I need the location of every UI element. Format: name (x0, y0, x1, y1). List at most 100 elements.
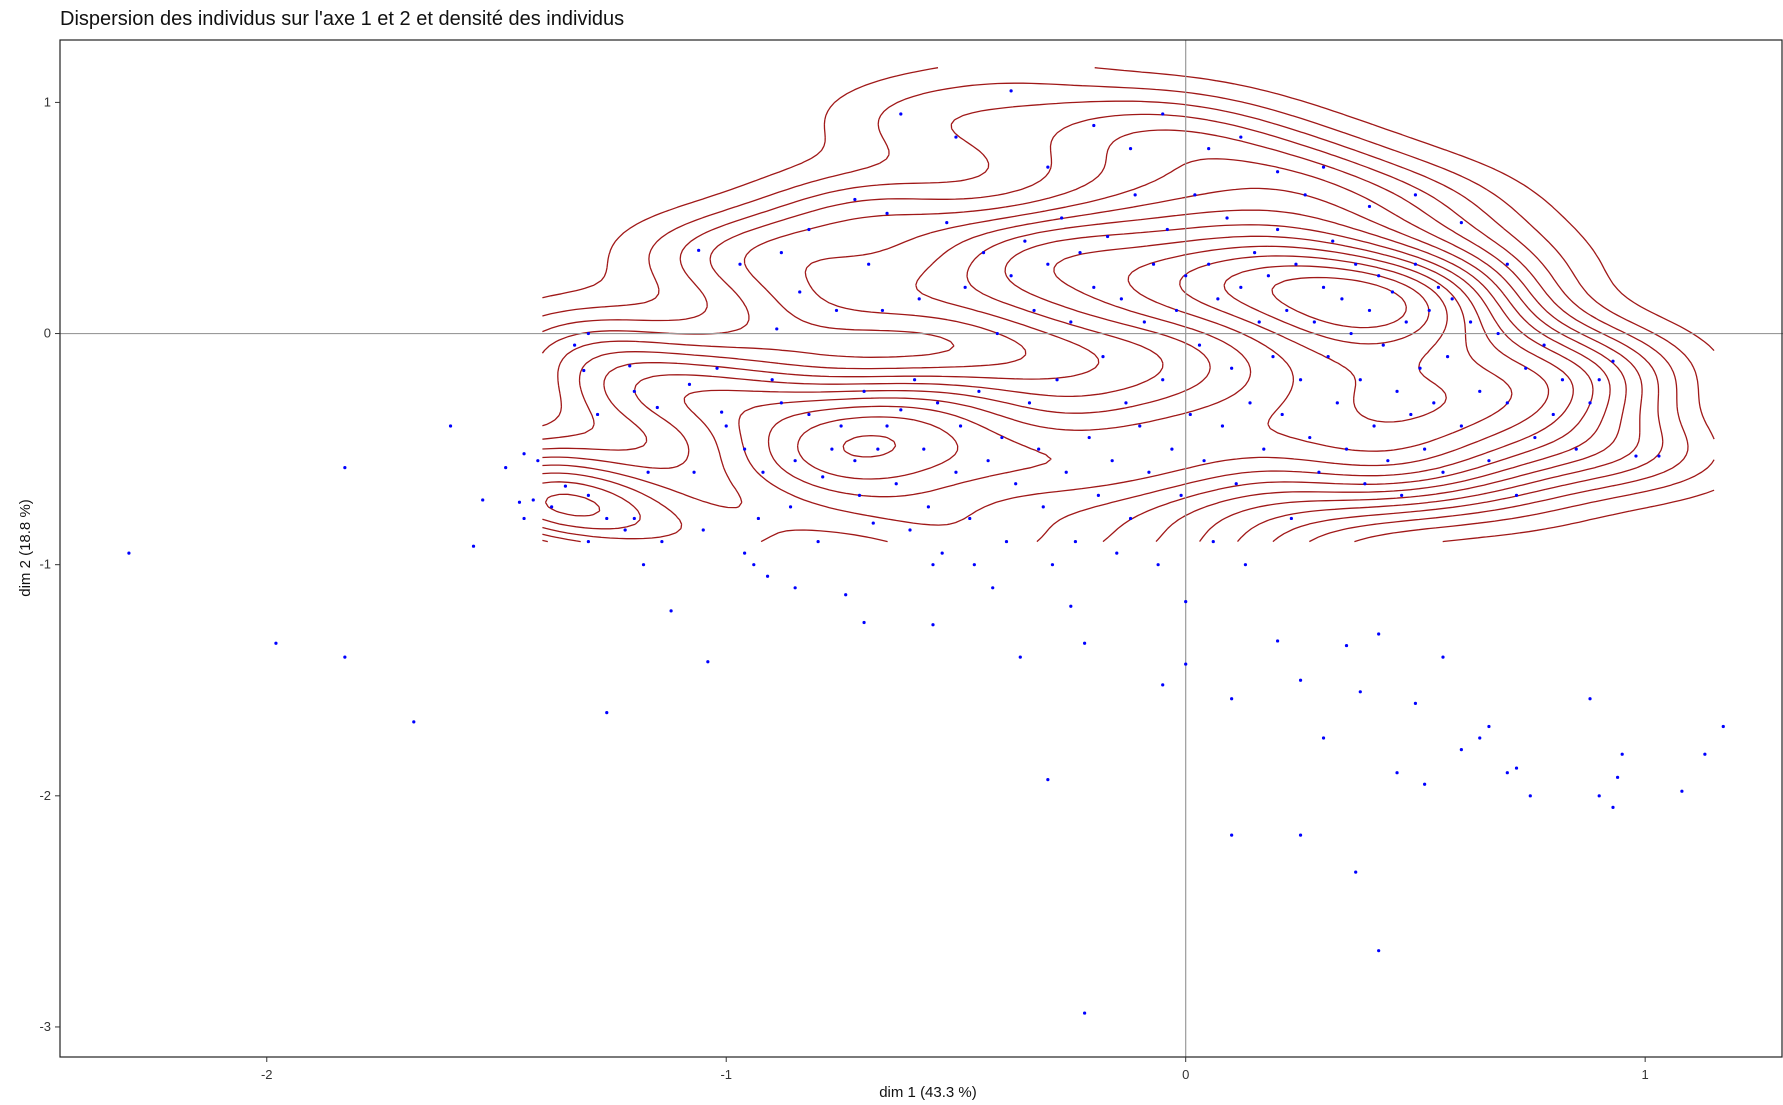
data-point (977, 389, 981, 393)
data-point (471, 544, 476, 548)
data-point (1138, 424, 1142, 428)
data-point (1046, 165, 1050, 169)
data-point (1161, 378, 1165, 382)
data-point (807, 227, 811, 232)
data-point (1216, 297, 1220, 301)
data-point (1207, 147, 1211, 151)
data-point (954, 470, 958, 474)
y-tick-label: 1 (44, 94, 51, 109)
data-point (1505, 262, 1509, 266)
data-point (986, 459, 990, 463)
data-point (991, 586, 995, 590)
y-axis-ticks: -3 -2 -1 0 1 (39, 94, 60, 1034)
data-point (926, 505, 930, 509)
data-point (1055, 378, 1059, 382)
data-point (1142, 320, 1146, 324)
data-point (1115, 551, 1119, 555)
data-point (632, 389, 636, 393)
data-points (127, 89, 1725, 1015)
data-point (1184, 600, 1188, 604)
data-point (1395, 389, 1399, 393)
data-point (1069, 320, 1073, 324)
data-point (1248, 401, 1252, 405)
data-point (1340, 297, 1344, 301)
data-point (582, 368, 586, 373)
data-point (1423, 782, 1427, 786)
data-point (1298, 378, 1303, 382)
data-point (1657, 454, 1661, 458)
plot-frame (59, 39, 1783, 1058)
data-point (1487, 724, 1491, 729)
data-point (1317, 470, 1321, 474)
data-point (1395, 771, 1399, 775)
data-point (1349, 331, 1353, 336)
data-point (1161, 683, 1165, 687)
data-point (1321, 165, 1326, 169)
data-point (1459, 424, 1463, 428)
data-point (1459, 220, 1463, 225)
data-point (1377, 949, 1381, 953)
x-tick-label: 0 (1182, 1067, 1189, 1082)
data-point (660, 539, 664, 544)
data-point (1073, 539, 1078, 544)
data-point (1188, 412, 1192, 417)
data-point (871, 521, 875, 525)
x-tick-label: -1 (720, 1067, 732, 1082)
data-point (821, 475, 825, 479)
data-point (1298, 678, 1303, 682)
reference-lines (60, 40, 1783, 1057)
data-point (605, 711, 609, 715)
data-point (1409, 412, 1413, 417)
data-point (1551, 412, 1555, 417)
data-point (1014, 482, 1018, 486)
data-point (1179, 493, 1183, 497)
data-point (1197, 343, 1202, 347)
data-point (623, 528, 627, 532)
data-point (1308, 435, 1312, 440)
data-point (1615, 775, 1620, 779)
data-point (1161, 112, 1165, 116)
density-contour-level (542, 224, 1574, 543)
data-point (1611, 359, 1615, 363)
data-point (1680, 789, 1684, 793)
data-point (1487, 459, 1491, 463)
data-point (1009, 274, 1013, 278)
data-point (972, 563, 976, 567)
density-contour-level (541, 113, 1664, 543)
data-point (1367, 204, 1372, 209)
data-point (1262, 447, 1266, 451)
data-point (807, 412, 811, 417)
data-point (1321, 736, 1326, 740)
data-point (1597, 794, 1601, 798)
data-point (880, 308, 885, 313)
data-point (995, 331, 999, 336)
data-point (1257, 320, 1261, 324)
data-point (788, 505, 793, 509)
data-point (779, 251, 783, 255)
data-point (1413, 193, 1418, 197)
data-point (775, 327, 779, 331)
data-point (935, 401, 940, 405)
data-point (1367, 308, 1372, 313)
data-point (1230, 697, 1234, 701)
data-point (857, 493, 862, 497)
density-contour-level (542, 245, 1513, 530)
data-point (632, 516, 636, 521)
data-point (1354, 870, 1358, 874)
data-point (1092, 123, 1096, 128)
density-contour-level (542, 158, 1627, 542)
data-point (628, 364, 632, 368)
data-point (1445, 355, 1450, 359)
data-point (1611, 805, 1615, 809)
data-point (343, 655, 347, 659)
density-contour-level (542, 82, 1715, 543)
y-axis-label: dim 2 (18.8 %) (17, 499, 34, 597)
data-point (1234, 482, 1238, 486)
data-point (586, 493, 590, 497)
x-axis-ticks: -2 -1 0 1 (261, 1057, 1649, 1082)
data-point (669, 609, 673, 613)
data-point (1505, 771, 1509, 775)
data-point (752, 563, 756, 567)
data-point (1478, 389, 1482, 393)
data-point (1344, 643, 1349, 648)
